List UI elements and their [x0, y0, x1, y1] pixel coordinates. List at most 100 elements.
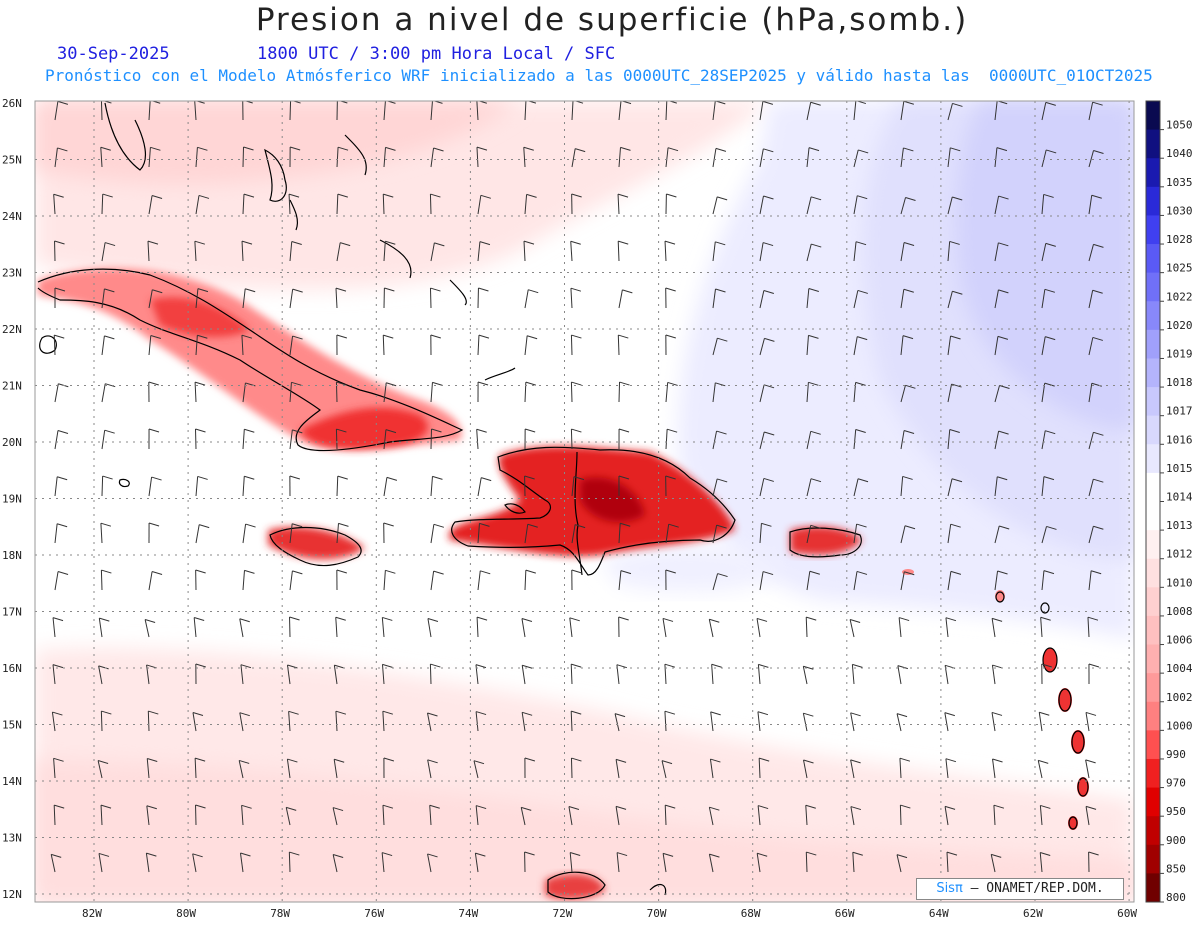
map-frame	[34, 100, 1135, 903]
wind-barb	[852, 851, 863, 873]
wind-barb	[195, 194, 210, 215]
wind-barb	[569, 617, 580, 638]
credit-text: – ONAMET/REP.DOM.	[970, 881, 1104, 896]
wind-barb	[665, 287, 676, 309]
wind-barb	[711, 663, 722, 685]
wind-barb	[383, 287, 395, 309]
wind-barb	[383, 569, 396, 591]
wind-barb	[759, 384, 775, 403]
wind-barb	[427, 759, 438, 779]
wind-barb	[712, 196, 728, 215]
colorbar-swatch	[1146, 244, 1160, 274]
wind-barb	[477, 522, 490, 544]
wind-barb	[712, 288, 726, 309]
wind-barb	[335, 428, 347, 450]
wind-barb	[429, 663, 441, 685]
wind-barb	[1085, 711, 1097, 732]
colorbar-swatch	[1146, 844, 1160, 874]
wind-barb	[289, 146, 301, 168]
wind-barb	[616, 852, 628, 873]
wind-barb	[430, 428, 442, 450]
coastlines	[37, 102, 1089, 900]
colorbar-label: 1022	[1166, 290, 1193, 303]
wind-barb	[383, 522, 394, 544]
colorbar-label: 950	[1166, 805, 1186, 818]
wind-barb	[242, 475, 255, 497]
wind-barb	[1088, 243, 1104, 262]
wind-barb	[335, 616, 346, 638]
wind-barb	[148, 289, 163, 309]
wind-barb	[853, 570, 868, 591]
lat-label: 23N	[2, 267, 22, 280]
wind-barb	[383, 240, 396, 262]
wind-barb	[759, 148, 774, 168]
wind-barb	[336, 334, 348, 356]
wind-barb	[1039, 804, 1051, 826]
wind-barb	[806, 524, 821, 544]
wind-barb	[853, 336, 868, 356]
wind-barb	[427, 712, 438, 732]
wind-barb	[900, 571, 915, 591]
wind-barb	[1041, 242, 1056, 262]
colorbar-label: 1006	[1166, 634, 1193, 647]
wind-barb	[712, 524, 727, 544]
wind-barb	[853, 523, 867, 544]
wind-barb	[947, 478, 963, 497]
wind-barb	[664, 240, 676, 262]
wind-barb	[994, 335, 1009, 356]
wind-barb	[947, 383, 962, 403]
wind-barb	[569, 852, 581, 873]
wind-barb	[242, 146, 254, 168]
wind-barb	[195, 569, 206, 591]
lon-label: 68W	[741, 907, 761, 920]
wind-barb	[570, 428, 582, 450]
wind-barb	[100, 804, 112, 826]
colorbar-swatch	[1146, 701, 1160, 731]
wind-barb	[853, 149, 869, 168]
wind-barb	[1088, 663, 1100, 685]
colorbar-label: 970	[1166, 777, 1186, 790]
wind-barb	[195, 428, 206, 450]
wind-barb	[853, 289, 868, 309]
wind-barb	[1040, 616, 1051, 638]
colorbar-label: 1035	[1166, 176, 1193, 189]
wind-barb	[100, 101, 112, 121]
wind-barb	[521, 618, 533, 638]
wind-barb	[570, 757, 582, 779]
wind-barb	[803, 759, 814, 779]
wind-barb	[617, 240, 629, 262]
wind-barb	[570, 334, 582, 356]
wind-barb	[806, 430, 821, 450]
wind-barb	[618, 616, 629, 638]
wind-barb	[1041, 525, 1057, 544]
wind-barb	[571, 101, 584, 121]
colorbar-label: 1012	[1166, 548, 1193, 561]
wind-barb	[994, 147, 1008, 168]
wind-barb	[240, 664, 252, 685]
wind-barb	[53, 757, 64, 779]
wind-barb	[900, 147, 914, 168]
wind-barb	[242, 523, 256, 544]
wind-barb	[665, 147, 679, 168]
colorbar-swatch	[1146, 587, 1160, 617]
wind-barb	[850, 806, 862, 826]
wind-barb	[477, 477, 492, 497]
wind-barb	[430, 475, 443, 497]
wind-barb	[1041, 663, 1052, 685]
wind-barb	[990, 853, 1002, 873]
wind-barb	[806, 147, 820, 168]
wind-barb	[1088, 525, 1104, 544]
wind-barb	[759, 337, 775, 356]
wind-barb	[475, 711, 487, 732]
wind-barb	[570, 381, 582, 403]
wind-barb	[473, 760, 485, 779]
wind-barb	[54, 147, 68, 168]
wind-barb	[383, 757, 395, 779]
wind-barb	[242, 193, 255, 215]
lat-label: 16N	[2, 662, 22, 675]
wind-barb	[947, 102, 963, 121]
wind-barb	[336, 193, 348, 215]
wind-barb	[570, 287, 582, 309]
wind-barb	[759, 571, 774, 591]
wind-barb	[430, 242, 445, 262]
